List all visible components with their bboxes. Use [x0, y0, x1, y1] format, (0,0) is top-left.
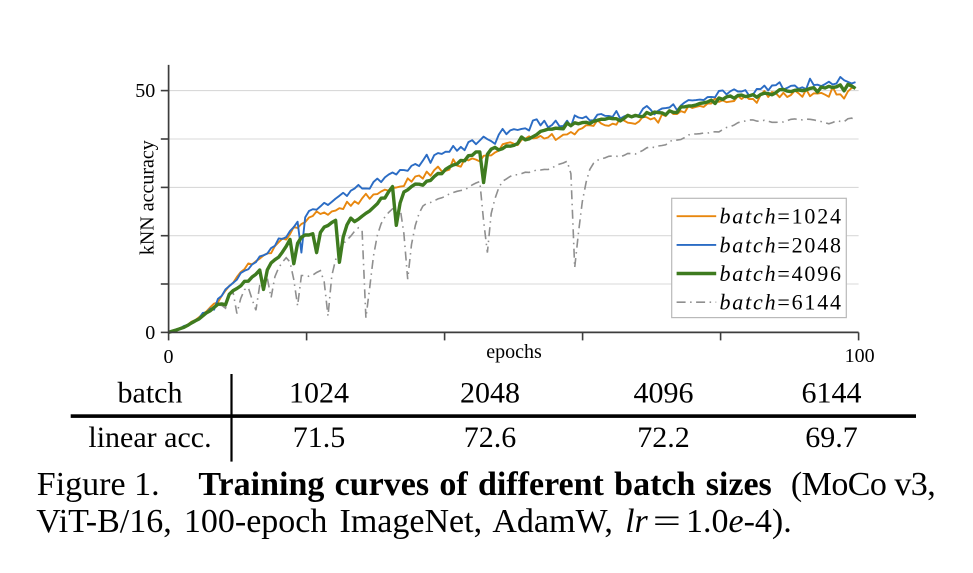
- svg-text:50: 50: [135, 80, 155, 102]
- svg-text:batch=4096: batch=4096: [720, 261, 843, 286]
- svg-text:batch=6144: batch=6144: [720, 290, 843, 315]
- svg-text:72.2: 72.2: [637, 421, 690, 454]
- svg-text:batch=2048: batch=2048: [720, 232, 843, 257]
- svg-text:100: 100: [845, 345, 875, 367]
- svg-text:0: 0: [164, 346, 174, 368]
- svg-text:6144: 6144: [802, 377, 862, 410]
- svg-text:ViT-B/16, 100-epoch ImageNet,: ViT-B/16, 100-epoch ImageNet, AdamW, lr =…: [36, 503, 792, 540]
- svg-text:4096: 4096: [634, 377, 694, 410]
- svg-text:1024: 1024: [289, 377, 349, 410]
- svg-text:Training curves of different b: Training curves of different batch sizes: [198, 466, 771, 503]
- svg-text:(MoCo v3,: (MoCo v3,: [791, 466, 935, 503]
- svg-text:kNN accuracy: kNN accuracy: [137, 140, 159, 255]
- svg-text:epochs: epochs: [486, 341, 542, 363]
- svg-text:Figure 1.: Figure 1.: [37, 466, 160, 503]
- svg-text:0: 0: [145, 322, 155, 344]
- svg-text:2048: 2048: [460, 377, 520, 410]
- svg-text:72.6: 72.6: [464, 421, 517, 454]
- svg-text:linear acc.: linear acc.: [88, 421, 211, 454]
- svg-text:batch=1024: batch=1024: [720, 204, 843, 229]
- svg-text:71.5: 71.5: [293, 421, 346, 454]
- svg-text:69.7: 69.7: [805, 421, 858, 454]
- svg-text:batch: batch: [118, 377, 183, 410]
